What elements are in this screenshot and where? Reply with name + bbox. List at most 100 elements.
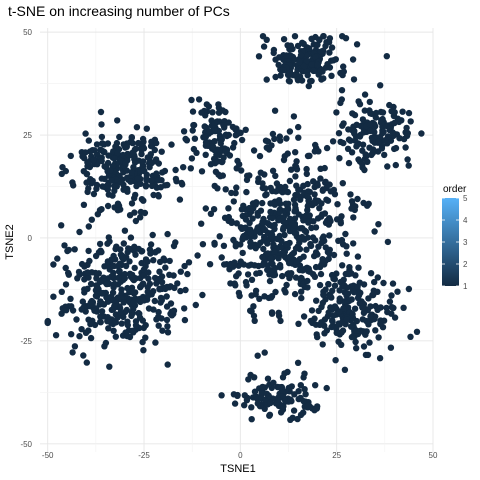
data-point bbox=[279, 272, 286, 280]
data-point bbox=[310, 199, 317, 206]
data-point bbox=[225, 205, 232, 212]
data-point bbox=[295, 235, 302, 242]
data-point bbox=[58, 222, 65, 229]
data-point bbox=[375, 138, 382, 145]
data-point bbox=[287, 396, 294, 403]
data-point bbox=[361, 107, 368, 114]
data-point bbox=[294, 415, 301, 423]
data-point bbox=[418, 130, 425, 137]
data-point bbox=[291, 215, 299, 222]
data-point bbox=[298, 288, 305, 295]
data-point bbox=[123, 143, 130, 150]
data-point bbox=[180, 128, 188, 135]
data-point bbox=[87, 280, 95, 288]
data-point bbox=[314, 61, 321, 69]
data-point bbox=[342, 35, 350, 42]
data-point bbox=[248, 404, 255, 411]
data-point bbox=[378, 145, 386, 152]
data-point bbox=[304, 234, 311, 241]
data-point bbox=[345, 126, 352, 133]
data-point bbox=[242, 278, 250, 286]
data-point bbox=[163, 316, 171, 324]
data-point bbox=[236, 161, 243, 168]
data-point bbox=[405, 285, 413, 293]
data-point bbox=[167, 300, 175, 307]
data-point bbox=[50, 261, 57, 268]
data-point bbox=[272, 188, 280, 195]
data-point bbox=[377, 82, 384, 89]
data-point bbox=[146, 280, 154, 288]
data-point bbox=[341, 366, 349, 373]
data-point bbox=[303, 246, 310, 253]
data-point bbox=[301, 370, 308, 377]
data-point bbox=[199, 241, 207, 248]
data-point bbox=[120, 240, 128, 247]
data-point bbox=[264, 375, 272, 382]
data-point bbox=[104, 258, 112, 266]
data-point bbox=[246, 204, 253, 212]
data-point bbox=[327, 218, 334, 225]
data-point bbox=[103, 280, 110, 288]
data-point bbox=[130, 299, 137, 307]
data-point bbox=[337, 217, 344, 225]
data-point bbox=[305, 188, 312, 195]
data-point bbox=[296, 58, 303, 66]
data-point bbox=[143, 125, 150, 132]
data-point bbox=[104, 298, 112, 305]
data-point bbox=[230, 198, 237, 205]
data-point bbox=[286, 259, 293, 267]
data-point bbox=[211, 182, 218, 190]
data-point bbox=[297, 411, 305, 419]
data-point bbox=[98, 308, 106, 315]
data-point bbox=[157, 184, 164, 191]
data-point bbox=[87, 334, 95, 342]
data-point bbox=[85, 185, 92, 192]
data-point bbox=[108, 273, 115, 280]
data-point bbox=[133, 124, 141, 131]
data-point bbox=[300, 398, 307, 405]
data-point bbox=[280, 156, 288, 164]
data-point bbox=[268, 310, 276, 317]
data-point bbox=[182, 135, 189, 143]
data-point bbox=[348, 149, 356, 156]
data-point bbox=[198, 168, 206, 175]
data-point bbox=[331, 282, 339, 289]
data-point bbox=[118, 320, 125, 327]
data-point bbox=[259, 383, 266, 391]
data-point bbox=[291, 201, 299, 208]
data-point bbox=[67, 152, 75, 160]
data-point bbox=[98, 157, 105, 165]
x-tick-label: 0 bbox=[238, 451, 243, 460]
data-point bbox=[271, 201, 279, 208]
data-point bbox=[164, 181, 171, 189]
data-point bbox=[286, 215, 294, 223]
data-point bbox=[207, 210, 215, 217]
data-point bbox=[333, 270, 340, 277]
data-point bbox=[155, 160, 162, 167]
data-point bbox=[327, 188, 334, 195]
data-point bbox=[221, 214, 229, 221]
data-point bbox=[85, 274, 92, 281]
data-point bbox=[305, 82, 312, 90]
data-point bbox=[304, 72, 311, 79]
data-point bbox=[256, 152, 264, 160]
data-point bbox=[295, 186, 302, 194]
data-point bbox=[263, 191, 270, 198]
data-point bbox=[107, 167, 114, 174]
data-point bbox=[280, 67, 287, 74]
data-point bbox=[236, 292, 243, 300]
data-point bbox=[308, 35, 315, 42]
data-point bbox=[180, 164, 187, 171]
data-point bbox=[286, 78, 293, 85]
data-point bbox=[133, 322, 140, 329]
data-point bbox=[360, 343, 368, 350]
data-point bbox=[111, 187, 118, 194]
data-point bbox=[319, 186, 327, 193]
data-point bbox=[402, 144, 409, 151]
x-tick-label: 25 bbox=[332, 451, 341, 460]
data-point bbox=[403, 124, 410, 132]
data-point bbox=[278, 237, 285, 245]
data-point bbox=[231, 280, 238, 287]
data-point bbox=[142, 322, 149, 329]
data-point bbox=[222, 131, 230, 138]
